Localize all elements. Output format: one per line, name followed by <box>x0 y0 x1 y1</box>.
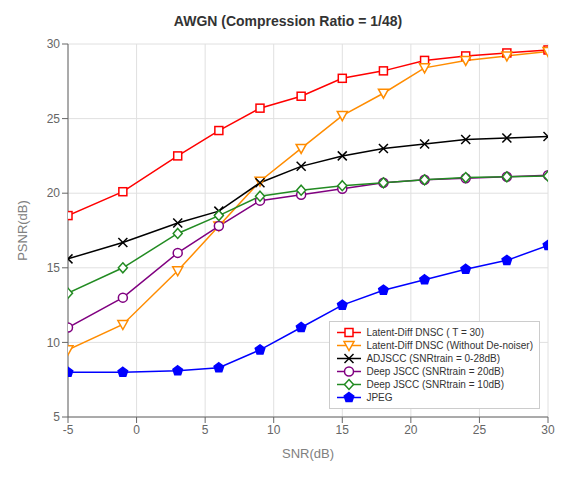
svg-text:25: 25 <box>47 112 61 126</box>
svg-text:20: 20 <box>47 186 61 200</box>
svg-text:-5: -5 <box>63 423 74 437</box>
html-text:ADJSCC (SNRtrain = 0-28dB): ADJSCC (SNRtrain = 0-28dB) <box>366 353 501 364</box>
svg-text:25: 25 <box>473 423 487 437</box>
svg-text:0: 0 <box>133 423 140 437</box>
html-text:Latent-Diff DNSC (Without De-n: Latent-Diff DNSC (Without De-noiser) <box>366 340 533 351</box>
svg-text:5: 5 <box>53 410 60 424</box>
html-text:Latent-Diff DNSC ( T = 30): Latent-Diff DNSC ( T = 30) <box>366 327 484 338</box>
html-text:Deep JSCC (SNRtrain = 20dB): Deep JSCC (SNRtrain = 20dB) <box>366 366 504 377</box>
svg-text:20: 20 <box>404 423 418 437</box>
svg-text:10: 10 <box>267 423 281 437</box>
html-text:AWGN (Compression Ratio = 1/48: AWGN (Compression Ratio = 1/48) <box>173 13 403 29</box>
svg-text:10: 10 <box>47 336 61 350</box>
svg-text:PSNR(dB): PSNR(dB) <box>15 200 30 261</box>
svg-text:15: 15 <box>47 261 61 275</box>
svg-text:30: 30 <box>47 37 61 51</box>
svg-text:15: 15 <box>336 423 350 437</box>
svg-text:30: 30 <box>541 423 555 437</box>
svg-text:SNR(dB): SNR(dB) <box>282 446 334 461</box>
html-text:JPEG: JPEG <box>366 392 393 403</box>
svg-text:5: 5 <box>202 423 209 437</box>
html-text:Deep JSCC (SNRtrain = 10dB): Deep JSCC (SNRtrain = 10dB) <box>366 379 504 390</box>
